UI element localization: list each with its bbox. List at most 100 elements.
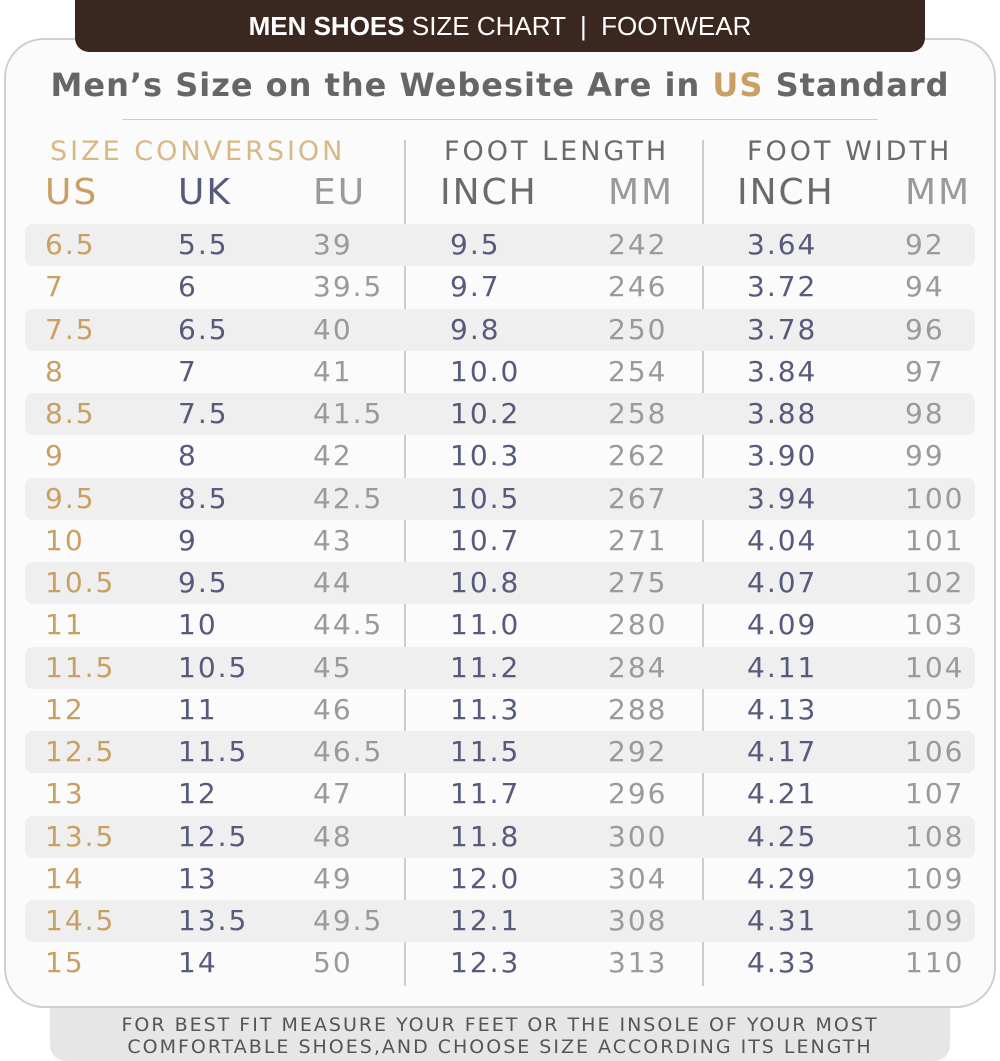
table-cell: 296 <box>608 777 668 811</box>
table-cell: 11.5 <box>178 735 249 768</box>
row-stripe <box>25 731 975 773</box>
table-cell: 49 <box>313 861 353 895</box>
table-cell: 292 <box>608 735 668 768</box>
table-cell: 39.5 <box>313 270 384 304</box>
table-cell: 3.88 <box>747 397 818 430</box>
table-cell: 308 <box>608 904 668 937</box>
table-cell: 10 <box>45 523 85 557</box>
group-header: FOOT LENGTH <box>444 136 670 167</box>
table-cell: 46.5 <box>313 735 384 768</box>
table-cell: 41 <box>313 354 353 388</box>
table-cell: 4.11 <box>747 650 818 684</box>
table-cell: 44.5 <box>313 608 384 642</box>
header-rest: SIZE CHART <box>411 11 566 41</box>
table-cell: 4.21 <box>747 777 818 811</box>
table-cell: 7 <box>45 270 65 304</box>
table-cell: 254 <box>608 354 668 388</box>
table-cell: 4.13 <box>747 692 818 726</box>
table-cell: 9.5 <box>45 481 96 515</box>
table-cell: 108 <box>905 819 965 853</box>
table-cell: 7 <box>178 354 198 388</box>
divider <box>122 119 878 120</box>
table-cell: 3.94 <box>747 481 818 515</box>
table-cell: 6.5 <box>178 312 229 346</box>
table-cell: 105 <box>905 692 965 726</box>
header-bold: MEN SHOES <box>248 11 405 41</box>
table-cell: 11.3 <box>450 692 521 726</box>
table-cell: 101 <box>905 523 965 557</box>
table-cell: 8.5 <box>178 481 229 515</box>
table-cell: 4.07 <box>747 566 818 599</box>
table-cell: 9.7 <box>450 270 501 304</box>
table-cell: 11.5 <box>450 735 521 768</box>
header-tab: MEN SHOES SIZE CHART | FOOTWEAR <box>75 0 925 52</box>
table-cell: 109 <box>905 861 965 895</box>
table-cell: 11.7 <box>450 777 521 811</box>
group-header: SIZE CONVERSION <box>50 136 346 167</box>
column-header: MM <box>905 172 972 213</box>
table-cell: 4.04 <box>747 523 818 557</box>
header-category: FOOTWEAR <box>601 11 752 41</box>
table-cell: 13.5 <box>45 819 116 853</box>
table-cell: 11.0 <box>450 608 521 642</box>
table-cell: 8 <box>178 439 198 473</box>
table-cell: 100 <box>905 481 965 515</box>
table-cell: 9 <box>178 523 198 557</box>
table-cell: 12 <box>45 692 85 726</box>
row-stripe <box>25 393 975 435</box>
table-cell: 11 <box>45 608 85 642</box>
table-cell: 40 <box>313 312 353 346</box>
table-cell: 109 <box>905 904 965 937</box>
column-header: MM <box>608 172 675 213</box>
table-cell: 94 <box>905 270 945 304</box>
group-header: FOOT WIDTH <box>747 136 953 167</box>
table-cell: 288 <box>608 692 668 726</box>
table-cell: 10 <box>178 608 218 642</box>
table-cell: 3.84 <box>747 354 818 388</box>
table-cell: 12.0 <box>450 861 521 895</box>
table-cell: 262 <box>608 439 668 473</box>
table-cell: 4.29 <box>747 861 818 895</box>
table-cell: 10.2 <box>450 397 521 430</box>
table-cell: 39 <box>313 228 353 261</box>
table-cell: 8.5 <box>45 397 96 430</box>
table-cell: 284 <box>608 650 668 684</box>
table-cell: 10.7 <box>450 523 521 557</box>
table-cell: 246 <box>608 270 668 304</box>
column-header: EU <box>313 172 367 213</box>
table-cell: 92 <box>905 228 945 261</box>
table-cell: 10.3 <box>450 439 521 473</box>
table-cell: 4.31 <box>747 904 818 937</box>
table-cell: 11.5 <box>45 650 116 684</box>
table-cell: 14.5 <box>45 904 116 937</box>
table-cell: 102 <box>905 566 965 599</box>
table-cell: 15 <box>45 946 85 980</box>
header-separator: | <box>579 11 587 41</box>
row-stripe <box>25 224 975 266</box>
table-cell: 12 <box>178 777 218 811</box>
table-cell: 3.78 <box>747 312 818 346</box>
table-cell: 300 <box>608 819 668 853</box>
footer-line: COMFORTABLE SHOES,AND CHOOSE SIZE ACCORD… <box>127 1036 873 1058</box>
row-stripe <box>25 646 975 689</box>
table-cell: 11.8 <box>450 819 521 853</box>
table-cell: 4.17 <box>747 735 818 768</box>
table-cell: 99 <box>905 439 945 473</box>
table-cell: 45 <box>313 650 353 684</box>
subtitle-highlight: US <box>712 66 764 104</box>
row-stripe <box>25 900 975 942</box>
table-cell: 7.5 <box>178 397 229 430</box>
row-stripe <box>25 308 975 351</box>
column-header: INCH <box>737 172 835 213</box>
table-cell: 14 <box>178 946 218 980</box>
table-cell: 47 <box>313 777 353 811</box>
table-cell: 10.5 <box>450 481 521 515</box>
table-cell: 9.5 <box>178 566 229 599</box>
table-cell: 43 <box>313 523 353 557</box>
table-cell: 275 <box>608 566 668 599</box>
table-cell: 3.72 <box>747 270 818 304</box>
table-cell: 9.8 <box>450 312 501 346</box>
table-cell: 11 <box>178 692 218 726</box>
table-cell: 4.25 <box>747 819 818 853</box>
table-cell: 12.5 <box>178 819 249 853</box>
